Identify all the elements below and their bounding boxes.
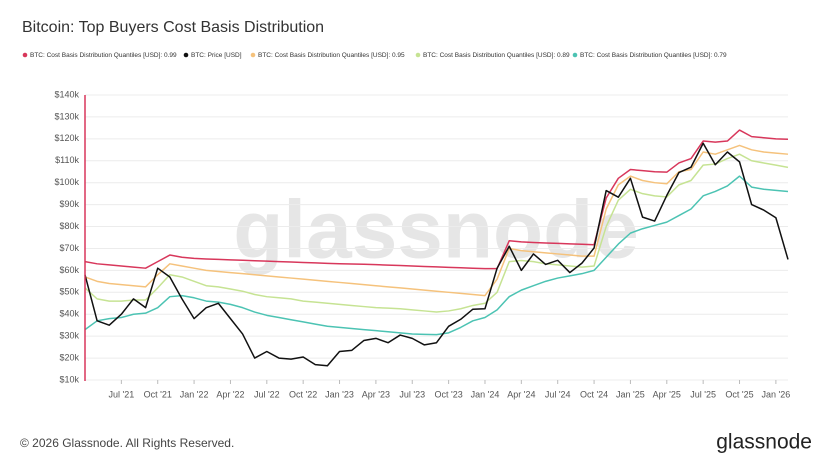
x-tick-label: Apr '25 [653,389,681,399]
y-tick-label: $10k [59,374,79,384]
x-tick-label: Jul '21 [108,389,134,399]
y-tick-label: $50k [59,287,79,297]
legend-marker [572,52,578,58]
y-tick-label: $100k [54,177,79,187]
x-tick-label: Oct '22 [289,389,317,399]
series-line [84,153,789,313]
legend-marker [22,52,28,58]
y-tick-label: $40k [59,309,79,319]
logo: glassnode [716,431,812,454]
y-tick-label: $130k [54,111,79,121]
y-tick-label: $90k [59,199,79,209]
series-line [84,129,789,270]
legend-label: BTC: Cost Basis Distribution Quantiles [… [30,52,177,59]
x-tick-label: Oct '24 [580,389,608,399]
x-tick-label: Jul '24 [545,389,571,399]
x-tick-label: Jan '26 [762,389,791,399]
watermark: glassnode [233,185,639,276]
y-tick-label: $140k [54,89,79,99]
y-tick-label: $60k [59,265,79,275]
series-line [84,144,789,297]
series-line [84,142,789,367]
x-tick-label: Oct '23 [435,389,463,399]
y-tick-label: $20k [59,352,79,362]
x-tick-label: Apr '23 [362,389,390,399]
legend-label: BTC: Price [USD] [191,52,242,59]
x-tick-label: Jul '23 [399,389,425,399]
legend-marker [250,52,256,58]
copyright: © 2026 Glassnode. All Rights Reserved. [20,436,234,450]
legend-label: BTC: Cost Basis Distribution Quantiles [… [423,52,570,59]
y-tick-label: $120k [54,133,79,143]
chart-title: Bitcoin: Top Buyers Cost Basis Distribut… [22,19,324,36]
x-tick-label: Oct '25 [725,389,753,399]
x-tick-label: Jul '25 [690,389,716,399]
x-tick-label: Apr '22 [216,389,244,399]
y-tick-label: $110k [55,155,79,165]
x-tick-label: Oct '21 [144,389,172,399]
legend-label: BTC: Cost Basis Distribution Quantiles [… [580,52,727,59]
y-tick-label: $30k [59,331,79,341]
x-tick-label: Jan '24 [471,389,500,399]
lines [84,129,789,367]
x-tick-label: Apr '24 [507,389,535,399]
legend-marker [183,52,189,58]
legend-label: BTC: Cost Basis Distribution Quantiles [… [258,52,405,59]
legend-marker [415,52,421,58]
x-tick-label: Jan '25 [616,389,645,399]
x-tick-label: Jul '22 [254,389,280,399]
y-tick-label: $70k [59,243,79,253]
x-tick-label: Jan '23 [325,389,354,399]
series-line [84,175,789,336]
y-tick-label: $80k [59,221,79,231]
x-tick-label: Jan '22 [180,389,209,399]
